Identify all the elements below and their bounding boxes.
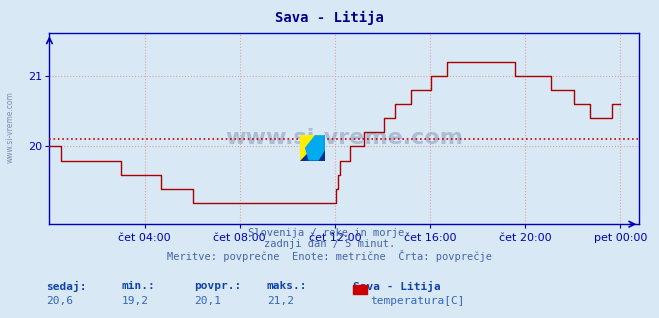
- Text: zadnji dan / 5 minut.: zadnji dan / 5 minut.: [264, 239, 395, 249]
- Text: min.:: min.:: [122, 281, 156, 291]
- Text: Sava - Litija: Sava - Litija: [275, 11, 384, 25]
- Text: maks.:: maks.:: [267, 281, 307, 291]
- Text: www.si-vreme.com: www.si-vreme.com: [5, 91, 14, 163]
- Text: Meritve: povprečne  Enote: metrične  Črta: povprečje: Meritve: povprečne Enote: metrične Črta:…: [167, 250, 492, 262]
- Text: 21,2: 21,2: [267, 296, 294, 306]
- Text: www.si-vreme.com: www.si-vreme.com: [225, 128, 463, 148]
- Text: 20,6: 20,6: [46, 296, 73, 306]
- Polygon shape: [300, 135, 325, 161]
- Text: Slovenija / reke in morje.: Slovenija / reke in morje.: [248, 228, 411, 238]
- Text: sedaj:: sedaj:: [46, 281, 86, 293]
- Polygon shape: [305, 135, 325, 161]
- Text: temperatura[C]: temperatura[C]: [370, 296, 465, 306]
- Text: 20,1: 20,1: [194, 296, 221, 306]
- Text: 19,2: 19,2: [122, 296, 149, 306]
- Text: povpr.:: povpr.:: [194, 281, 242, 291]
- Text: Sava - Litija: Sava - Litija: [353, 281, 440, 293]
